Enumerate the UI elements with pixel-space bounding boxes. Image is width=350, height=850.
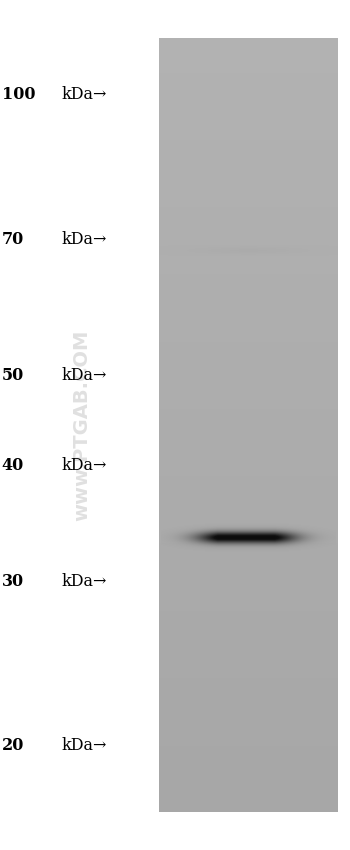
Text: 40: 40 (2, 457, 24, 474)
Text: kDa→: kDa→ (61, 738, 107, 755)
Text: 70: 70 (2, 230, 24, 247)
Text: 100: 100 (2, 87, 35, 104)
Text: 50: 50 (2, 366, 24, 383)
Text: kDa→: kDa→ (61, 87, 107, 104)
Text: 20: 20 (2, 738, 24, 755)
Text: www.PTGAB.COM: www.PTGAB.COM (73, 329, 92, 521)
Text: 30: 30 (2, 574, 24, 591)
Text: kDa→: kDa→ (61, 457, 107, 474)
Text: kDa→: kDa→ (61, 230, 107, 247)
Text: kDa→: kDa→ (61, 366, 107, 383)
Text: kDa→: kDa→ (61, 574, 107, 591)
